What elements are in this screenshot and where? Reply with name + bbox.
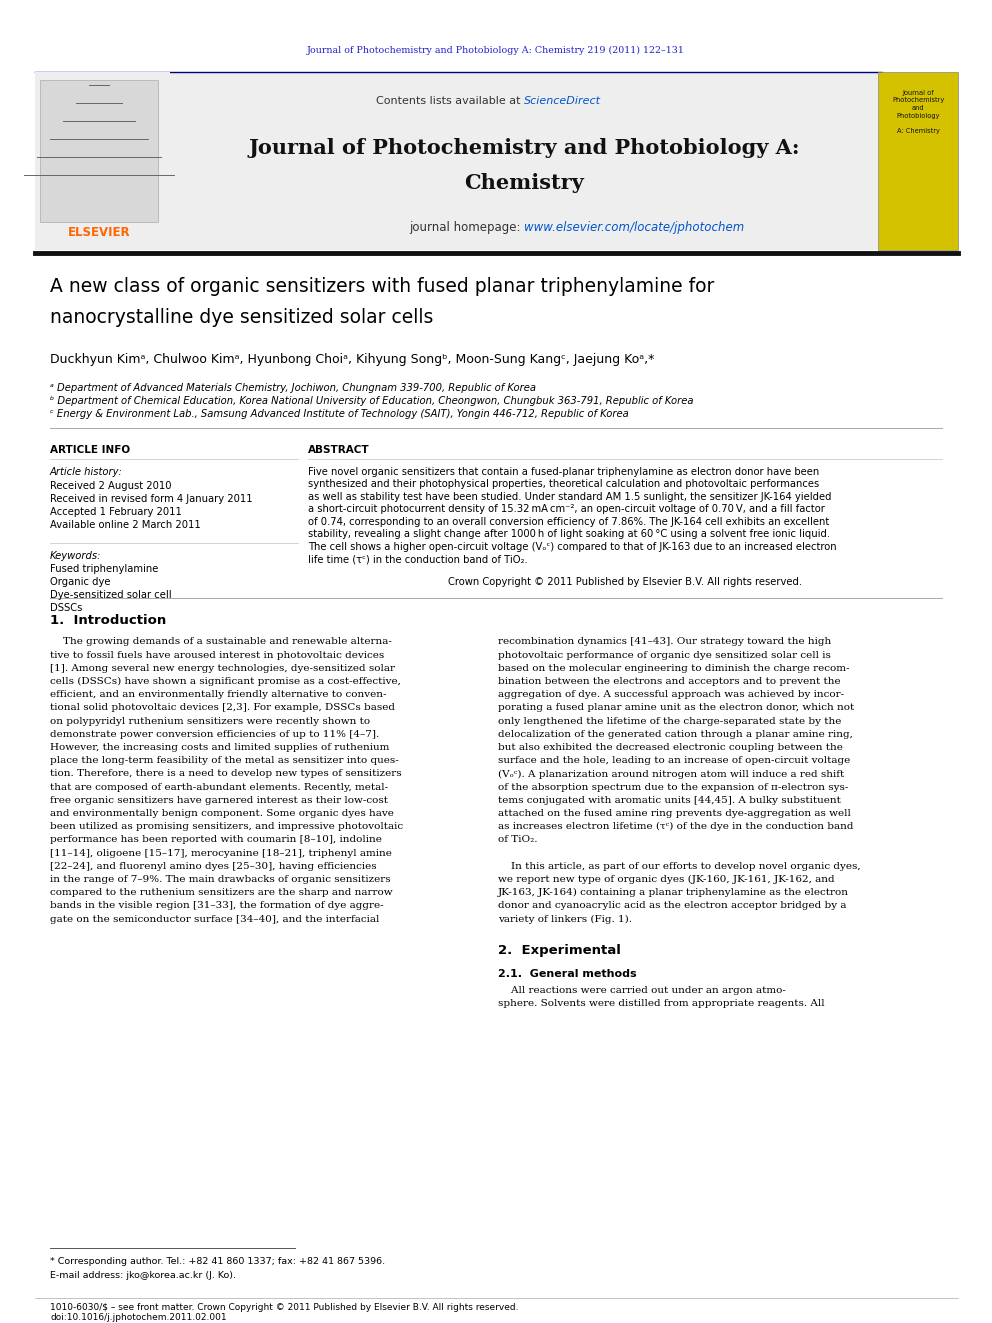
Text: bination between the electrons and acceptors and to prevent the: bination between the electrons and accep… — [498, 677, 840, 687]
Text: delocalization of the generated cation through a planar amine ring,: delocalization of the generated cation t… — [498, 730, 853, 740]
Text: as well as stability test have been studied. Under standard AM 1.5 sunlight, the: as well as stability test have been stud… — [308, 492, 831, 501]
Text: DSSCs: DSSCs — [50, 603, 82, 613]
Text: variety of linkers (Fig. 1).: variety of linkers (Fig. 1). — [498, 914, 632, 923]
Text: of TiO₂.: of TiO₂. — [498, 836, 538, 844]
Text: demonstrate power conversion efficiencies of up to 11% [4–7].: demonstrate power conversion efficiencie… — [50, 730, 379, 740]
Text: * Corresponding author. Tel.: +82 41 860 1337; fax: +82 41 867 5396.: * Corresponding author. Tel.: +82 41 860… — [50, 1257, 385, 1266]
Text: gate on the semiconductor surface [34–40], and the interfacial: gate on the semiconductor surface [34–40… — [50, 914, 379, 923]
Text: and environmentally benign component. Some organic dyes have: and environmentally benign component. So… — [50, 810, 394, 818]
Text: 2.  Experimental: 2. Experimental — [498, 943, 621, 957]
Text: The growing demands of a sustainable and renewable alterna-: The growing demands of a sustainable and… — [50, 638, 392, 647]
Text: www.elsevier.com/locate/jphotochem: www.elsevier.com/locate/jphotochem — [524, 221, 744, 234]
Text: as increases electron lifetime (τᶜ) of the dye in the conduction band: as increases electron lifetime (τᶜ) of t… — [498, 822, 853, 831]
Text: surface and the hole, leading to an increase of open-circuit voltage: surface and the hole, leading to an incr… — [498, 757, 850, 765]
Text: Fused triphenylamine: Fused triphenylamine — [50, 564, 159, 574]
Text: tion. Therefore, there is a need to develop new types of sensitizers: tion. Therefore, there is a need to deve… — [50, 770, 402, 778]
Text: synthesized and their photophysical properties, theoretical calculation and phot: synthesized and their photophysical prop… — [308, 479, 819, 490]
Bar — [35, 71, 958, 250]
Text: place the long-term feasibility of the metal as sensitizer into ques-: place the long-term feasibility of the m… — [50, 757, 399, 765]
Bar — [40, 79, 158, 222]
Text: Accepted 1 February 2011: Accepted 1 February 2011 — [50, 507, 182, 517]
Text: a short-circuit photocurrent density of 15.32 mA cm⁻², an open-circuit voltage o: a short-circuit photocurrent density of … — [308, 504, 825, 515]
Text: ScienceDirect: ScienceDirect — [524, 97, 601, 106]
Text: aggregation of dye. A successful approach was achieved by incor-: aggregation of dye. A successful approac… — [498, 691, 844, 700]
Text: All reactions were carried out under an argon atmo-: All reactions were carried out under an … — [498, 986, 786, 995]
Text: Journal of
Photochemistry
and
Photobiology

A: Chemistry: Journal of Photochemistry and Photobiolo… — [892, 90, 944, 135]
Text: However, the increasing costs and limited supplies of ruthenium: However, the increasing costs and limite… — [50, 744, 390, 751]
Text: ELSEVIER: ELSEVIER — [67, 225, 130, 238]
Text: Duckhyun Kimᵃ, Chulwoo Kimᵃ, Hyunbong Choiᵃ, Kihyung Songᵇ, Moon-Sung Kangᶜ, Jae: Duckhyun Kimᵃ, Chulwoo Kimᵃ, Hyunbong Ch… — [50, 353, 655, 366]
Text: only lengthened the lifetime of the charge-separated state by the: only lengthened the lifetime of the char… — [498, 717, 841, 726]
Text: ᶜ Energy & Environment Lab., Samsung Advanced Institute of Technology (SAIT), Yo: ᶜ Energy & Environment Lab., Samsung Adv… — [50, 409, 629, 419]
Text: efficient, and an environmentally friendly alternative to conven-: efficient, and an environmentally friend… — [50, 691, 387, 700]
Text: tems conjugated with aromatic units [44,45]. A bulky substituent: tems conjugated with aromatic units [44,… — [498, 796, 841, 804]
Text: In this article, as part of our efforts to develop novel organic dyes,: In this article, as part of our efforts … — [498, 861, 861, 871]
Text: Dye-sensitized solar cell: Dye-sensitized solar cell — [50, 590, 172, 601]
Text: Journal of Photochemistry and Photobiology A: Chemistry 219 (2011) 122–131: Journal of Photochemistry and Photobiolo… — [308, 45, 684, 54]
Text: tive to fossil fuels have aroused interest in photovoltaic devices: tive to fossil fuels have aroused intere… — [50, 651, 384, 660]
Text: life time (τᶜ) in the conduction band of TiO₂.: life time (τᶜ) in the conduction band of… — [308, 554, 528, 565]
Text: that are composed of earth-abundant elements. Recently, metal-: that are composed of earth-abundant elem… — [50, 783, 388, 791]
Text: tional solid photovoltaic devices [2,3]. For example, DSSCs based: tional solid photovoltaic devices [2,3].… — [50, 704, 395, 713]
Bar — [35, 71, 170, 250]
Text: bands in the visible region [31–33], the formation of dye aggre-: bands in the visible region [31–33], the… — [50, 901, 384, 910]
Text: (Vₒᶜ). A planarization around nitrogen atom will induce a red shift: (Vₒᶜ). A planarization around nitrogen a… — [498, 770, 844, 778]
Text: Received in revised form 4 January 2011: Received in revised form 4 January 2011 — [50, 493, 253, 504]
Text: porating a fused planar amine unit as the electron donor, which not: porating a fused planar amine unit as th… — [498, 704, 854, 713]
Text: performance has been reported with coumarin [8–10], indoline: performance has been reported with couma… — [50, 836, 382, 844]
Text: [1]. Among several new energy technologies, dye-sensitized solar: [1]. Among several new energy technologi… — [50, 664, 395, 673]
Text: 1.  Introduction: 1. Introduction — [50, 614, 167, 627]
Bar — [878, 71, 958, 250]
Text: of 0.74, corresponding to an overall conversion efficiency of 7.86%. The JK-164 : of 0.74, corresponding to an overall con… — [308, 517, 829, 527]
Text: nanocrystalline dye sensitized solar cells: nanocrystalline dye sensitized solar cel… — [50, 308, 434, 328]
Text: we report new type of organic dyes (JK-160, JK-161, JK-162, and: we report new type of organic dyes (JK-1… — [498, 875, 834, 884]
Text: attached on the fused amine ring prevents dye-aggregation as well: attached on the fused amine ring prevent… — [498, 810, 851, 818]
Text: Keywords:: Keywords: — [50, 550, 101, 561]
Text: Crown Copyright © 2011 Published by Elsevier B.V. All rights reserved.: Crown Copyright © 2011 Published by Else… — [448, 577, 803, 587]
Text: cells (DSSCs) have shown a significant promise as a cost-effective,: cells (DSSCs) have shown a significant p… — [50, 677, 401, 687]
Text: journal homepage:: journal homepage: — [409, 221, 524, 234]
Text: stability, revealing a slight change after 1000 h of light soaking at 60 °C usin: stability, revealing a slight change aft… — [308, 529, 830, 540]
Text: of the absorption spectrum due to the expansion of π-electron sys-: of the absorption spectrum due to the ex… — [498, 783, 848, 791]
Text: compared to the ruthenium sensitizers are the sharp and narrow: compared to the ruthenium sensitizers ar… — [50, 888, 393, 897]
Text: E-mail address: jko@korea.ac.kr (J. Ko).: E-mail address: jko@korea.ac.kr (J. Ko). — [50, 1271, 236, 1281]
Text: [11–14], oligoene [15–17], merocyanine [18–21], triphenyl amine: [11–14], oligoene [15–17], merocyanine [… — [50, 848, 392, 857]
Text: 2.1.  General methods: 2.1. General methods — [498, 970, 637, 979]
Text: ARTICLE INFO: ARTICLE INFO — [50, 445, 130, 455]
Text: A new class of organic sensitizers with fused planar triphenylamine for: A new class of organic sensitizers with … — [50, 278, 714, 296]
Text: Journal of Photochemistry and Photobiology A:: Journal of Photochemistry and Photobiolo… — [248, 138, 800, 157]
Text: photovoltaic performance of organic dye sensitized solar cell is: photovoltaic performance of organic dye … — [498, 651, 831, 660]
Text: donor and cyanoacrylic acid as the electron acceptor bridged by a: donor and cyanoacrylic acid as the elect… — [498, 901, 846, 910]
Text: Available online 2 March 2011: Available online 2 March 2011 — [50, 520, 200, 531]
Text: 1010-6030/$ – see front matter. Crown Copyright © 2011 Published by Elsevier B.V: 1010-6030/$ – see front matter. Crown Co… — [50, 1303, 519, 1312]
Text: sphere. Solvents were distilled from appropriate reagents. All: sphere. Solvents were distilled from app… — [498, 999, 824, 1008]
Text: ᵇ Department of Chemical Education, Korea National University of Education, Cheo: ᵇ Department of Chemical Education, Kore… — [50, 396, 693, 406]
Text: Received 2 August 2010: Received 2 August 2010 — [50, 482, 172, 491]
Text: on polypyridyl ruthenium sensitizers were recently shown to: on polypyridyl ruthenium sensitizers wer… — [50, 717, 370, 726]
Text: Organic dye: Organic dye — [50, 577, 110, 587]
Text: but also exhibited the decreased electronic coupling between the: but also exhibited the decreased electro… — [498, 744, 843, 751]
Text: Article history:: Article history: — [50, 467, 123, 478]
Text: JK-163, JK-164) containing a planar triphenylamine as the electron: JK-163, JK-164) containing a planar trip… — [498, 888, 849, 897]
Text: in the range of 7–9%. The main drawbacks of organic sensitizers: in the range of 7–9%. The main drawbacks… — [50, 875, 391, 884]
Text: ABSTRACT: ABSTRACT — [308, 445, 370, 455]
Text: Five novel organic sensitizers that contain a fused-planar triphenylamine as ele: Five novel organic sensitizers that cont… — [308, 467, 819, 478]
Text: [22–24], and fluorenyl amino dyes [25–30], having efficiencies: [22–24], and fluorenyl amino dyes [25–30… — [50, 861, 377, 871]
Text: based on the molecular engineering to diminish the charge recom-: based on the molecular engineering to di… — [498, 664, 849, 673]
Text: Contents lists available at: Contents lists available at — [376, 97, 524, 106]
Text: recombination dynamics [41–43]. Our strategy toward the high: recombination dynamics [41–43]. Our stra… — [498, 638, 831, 647]
Text: Chemistry: Chemistry — [464, 173, 584, 193]
Text: free organic sensitizers have garnered interest as their low-cost: free organic sensitizers have garnered i… — [50, 796, 388, 804]
Text: been utilized as promising sensitizers, and impressive photovoltaic: been utilized as promising sensitizers, … — [50, 823, 403, 831]
Text: doi:10.1016/j.jphotochem.2011.02.001: doi:10.1016/j.jphotochem.2011.02.001 — [50, 1314, 226, 1323]
Text: The cell shows a higher open-circuit voltage (Vₒᶜ) compared to that of JK-163 du: The cell shows a higher open-circuit vol… — [308, 542, 836, 552]
Text: ᵃ Department of Advanced Materials Chemistry, Jochiwon, Chungnam 339-700, Republ: ᵃ Department of Advanced Materials Chemi… — [50, 382, 536, 393]
